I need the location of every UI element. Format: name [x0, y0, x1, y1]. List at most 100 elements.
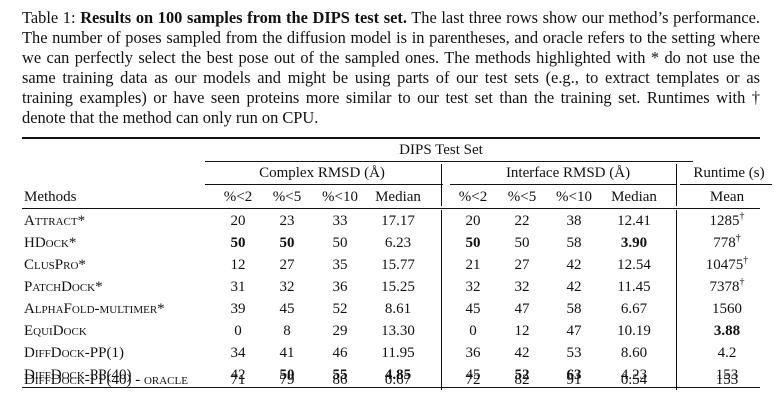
table-cell: 42: [566, 257, 582, 273]
oracle-cell: 91: [566, 372, 582, 388]
table-cell: 38: [566, 213, 582, 229]
table-cell: 31: [230, 279, 246, 295]
oracle-cell: 153: [715, 372, 739, 388]
table-cell: 53: [566, 345, 582, 361]
method-name: EquiDock: [24, 323, 87, 339]
table-cell: 50: [230, 235, 246, 251]
table-cell: 47: [566, 323, 582, 339]
method-name: HDock*: [24, 235, 77, 251]
column-separator: [441, 164, 442, 206]
column-header: %<2: [223, 189, 253, 205]
table-cell: 32: [514, 279, 530, 295]
column-header: %<10: [556, 189, 592, 205]
table-cell: 39: [230, 301, 246, 317]
table-cell: 35: [332, 257, 348, 273]
group-underline: [680, 184, 772, 185]
table-rule: [22, 387, 760, 388]
table-cell: 7378†: [709, 277, 745, 296]
group-underline: [205, 161, 693, 162]
oracle-cell: 86: [332, 372, 348, 388]
method-name-oracle: DiffDock-PP(40) - oracle: [24, 372, 188, 388]
cpu-dagger-mark: †: [739, 211, 745, 222]
table-cell: 58: [566, 301, 582, 317]
table-cell: 1285†: [709, 211, 745, 230]
table-cell: 22: [514, 213, 530, 229]
table-cell: 41: [279, 345, 295, 361]
table-cell: 63: [566, 367, 582, 383]
table-cell: 10475†: [705, 255, 749, 274]
caption-text: The last three rows show our method’s pe…: [22, 8, 760, 127]
table-cell: 36: [465, 345, 481, 361]
table-rule: [22, 208, 760, 209]
cpu-dagger-mark: †: [739, 277, 745, 288]
table-cell: 45: [279, 301, 295, 317]
column-header: Median: [375, 189, 421, 205]
table-cell: 36: [332, 279, 348, 295]
oracle-cell: 71: [230, 372, 246, 388]
table-cell: 8.60: [620, 345, 648, 361]
table-caption: Table 1: Results on 100 samples from the…: [22, 8, 760, 128]
table-cell: 12: [514, 323, 530, 339]
column-separator: [441, 210, 442, 386]
table-cell: 12: [230, 257, 246, 273]
method-name: DiffDock-PP(40): [24, 367, 132, 383]
table-cell: 46: [332, 345, 348, 361]
table-cell: 58: [566, 235, 582, 251]
table-cell: 11.45: [617, 279, 651, 295]
table-cell: 50: [279, 367, 295, 383]
table-cell: 27: [514, 257, 530, 273]
table-cell: 0: [469, 323, 477, 339]
table-cell: 42: [514, 345, 530, 361]
table-cell: 4.85: [384, 367, 412, 383]
table-cell: 20: [230, 213, 246, 229]
table-cell: 12.54: [617, 257, 651, 273]
caption-label: Table 1:: [22, 8, 76, 27]
table-cell: 17.17: [381, 213, 415, 229]
table-cell: 34: [230, 345, 246, 361]
table-rule: [22, 137, 760, 139]
table-cell: 52: [514, 367, 530, 383]
oracle-cell: 0.67: [384, 372, 412, 388]
column-header-methods: Methods: [24, 189, 77, 205]
table-cell: 45: [465, 301, 481, 317]
column-header: %<5: [507, 189, 537, 205]
table-cell: 3.90: [620, 235, 648, 251]
table-cell: 50: [465, 235, 481, 251]
table-cell: 32: [279, 279, 295, 295]
method-name: AlphaFold-multimer*: [24, 301, 165, 317]
oracle-cell: 79: [279, 372, 295, 388]
table-cell: 52: [332, 301, 348, 317]
table-cell: 15.25: [381, 279, 415, 295]
table-cell: 23: [279, 213, 295, 229]
column-separator: [676, 372, 677, 390]
group-underline: [450, 184, 676, 185]
method-name: Attract*: [24, 213, 86, 229]
table-cell: 8.61: [384, 301, 412, 317]
table-cell: 42: [566, 279, 582, 295]
table-cell: 4.23: [620, 367, 648, 383]
table-cell: 4.2: [717, 345, 737, 361]
method-name: DiffDock-PP(1): [24, 345, 124, 361]
caption-bold-title: Results on 100 samples from the DIPS tes…: [80, 8, 407, 27]
table-cell: 45: [465, 367, 481, 383]
table-cell: 11.95: [381, 345, 415, 361]
table-cell: 27: [279, 257, 295, 273]
column-header: %<5: [272, 189, 302, 205]
group-header-runtime: Runtime (s): [693, 165, 765, 181]
table-cell: 6.67: [620, 301, 648, 317]
table-cell: 33: [332, 213, 348, 229]
group-underline: [205, 184, 443, 185]
column-header: %<10: [322, 189, 358, 205]
column-header: Median: [611, 189, 657, 205]
column-header: %<2: [458, 189, 488, 205]
group-header-complex-rmsd: Complex RMSD (Å): [259, 165, 385, 181]
method-name: PatchDock*: [24, 279, 103, 295]
cpu-dagger-mark: †: [735, 233, 741, 244]
table-cell: 10.19: [617, 323, 651, 339]
group-header-interface-rmsd: Interface RMSD (Å): [505, 165, 631, 181]
table-cell: 21: [465, 257, 481, 273]
oracle-cell: 0.54: [620, 372, 648, 388]
table-cell: 153: [715, 367, 739, 383]
table-cell: 1560: [712, 301, 742, 317]
